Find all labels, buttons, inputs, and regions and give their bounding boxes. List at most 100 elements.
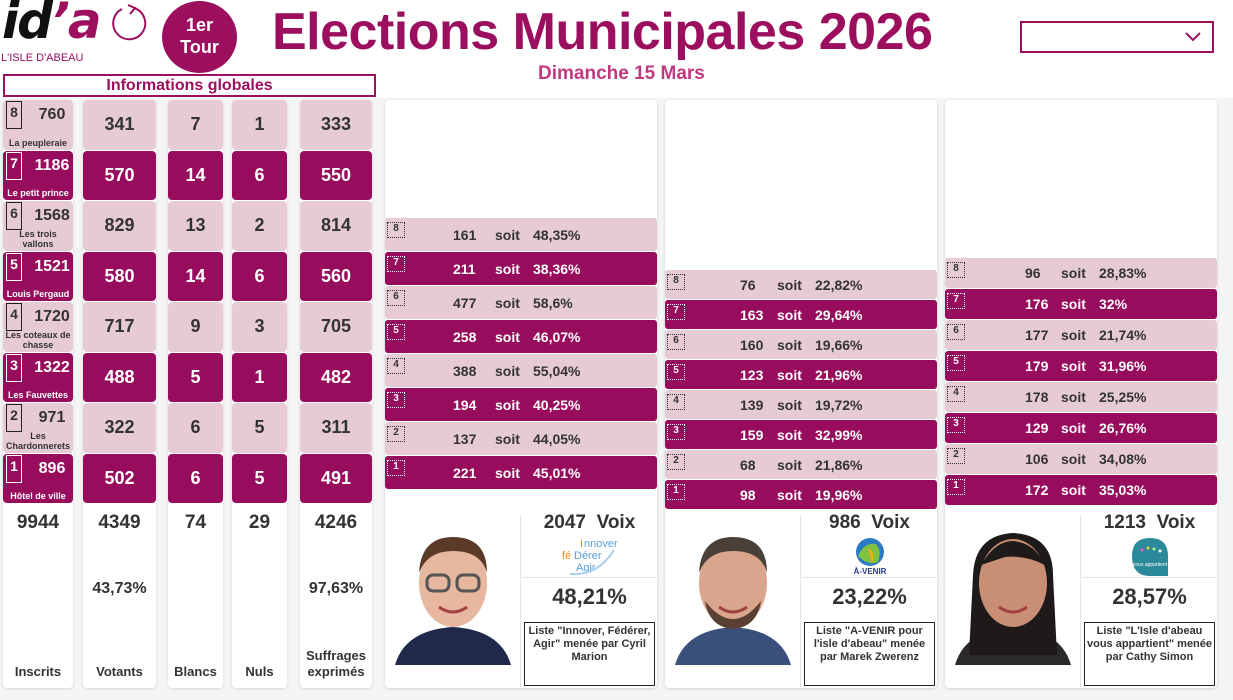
- votants-value: 341: [83, 100, 156, 150]
- bureau-number: 2: [667, 454, 685, 470]
- bureau-number: 2: [387, 426, 405, 442]
- candidate-bureau-row: 4 139 soit 19,72%: [665, 390, 937, 419]
- bureau-number: 3: [387, 392, 405, 408]
- soit-label: soit: [1061, 420, 1086, 436]
- exprimes-value: 705: [300, 302, 372, 352]
- bureau-pct: 44,05%: [533, 430, 581, 447]
- svg-text:vous appartient: vous appartient: [1132, 562, 1167, 568]
- label-exprimes: Suffrages exprimés: [300, 648, 372, 680]
- candidate-bureau-row: 6 477 soit 58,6%: [385, 286, 657, 319]
- bureau-voix: 163: [740, 306, 764, 323]
- isle-vous-appartient-logo: vous appartient: [1082, 536, 1217, 578]
- votants-value: 322: [83, 403, 156, 453]
- bureau-number: 7: [947, 293, 965, 309]
- svg-text:fé: fé: [562, 550, 571, 562]
- logo-apostrophe: ’a: [50, 0, 102, 50]
- column-nuls: 1 6 2 6 3 1 5 5 29 Nuls: [232, 100, 287, 688]
- bureau-number: 7: [387, 256, 405, 272]
- candidate-photo: [945, 515, 1081, 688]
- exprimes-value: 550: [300, 150, 372, 200]
- blancs-value: 14: [168, 251, 223, 301]
- exprimes-value: 311: [300, 403, 372, 453]
- bureau-voix: 98: [740, 486, 756, 503]
- bureau-name: Les Fauvettes: [7, 390, 69, 400]
- bureau-pct: 28,83%: [1099, 265, 1147, 281]
- bureau-number: 1: [947, 479, 965, 495]
- column-inscrits: 8 760 La peupleraie 7 1186 Le petit prince 6 15…: [3, 100, 73, 688]
- candidate-bureau-row: 3 194 soit 40,25%: [385, 388, 657, 421]
- page-title: Elections Municipales 2026: [272, 3, 933, 61]
- candidate-bureau-row: 3 159 soit 32,99%: [665, 420, 937, 449]
- logo-subtitle: L'ISLE D'ABEAU: [1, 52, 84, 64]
- bureau-cell: 8 760 La peupleraie: [3, 100, 73, 150]
- soit-label: soit: [1061, 358, 1086, 374]
- bureau-pct: 48,35%: [533, 226, 581, 243]
- total-exprimes: 4246: [314, 512, 358, 533]
- soit-label: soit: [495, 328, 520, 345]
- svg-text:I: I: [580, 538, 583, 550]
- bureau-voix: 161: [453, 226, 477, 243]
- bureau-number: 1: [6, 454, 22, 483]
- votants-value: 570: [83, 150, 156, 200]
- column-blancs: 7 14 13 14 9 5 6 6 74 Blancs: [168, 100, 223, 688]
- column-votants: 341 570 829 580 717 488 322 502 4349 43,73% Votant…: [83, 100, 156, 688]
- bureau-number: 4: [6, 303, 22, 331]
- candidate-total-voix-line: 986 Voix: [802, 512, 937, 534]
- soit-label: soit: [777, 396, 802, 413]
- total-nuls: 29: [248, 512, 271, 533]
- bureau-number: 4: [947, 386, 965, 402]
- total-votants: 4349: [98, 512, 141, 533]
- soit-label: soit: [1061, 482, 1086, 498]
- bureau-voix: 160: [740, 336, 764, 353]
- bureau-voix: 123: [740, 366, 764, 383]
- candidate-bureau-row: 2 137 soit 44,05%: [385, 422, 657, 455]
- a-venir-logo: À-VENIR: [802, 536, 937, 578]
- bureau-cell: 7 1186 Le petit prince: [3, 150, 73, 200]
- candidate-bureau-row: 1 172 soit 35,03%: [945, 475, 1217, 505]
- candidate-bureau-row: 6 160 soit 19,66%: [665, 330, 937, 359]
- bureau-voix: 179: [1025, 358, 1049, 374]
- refresh-icon[interactable]: [108, 2, 150, 44]
- exprimes-value: 814: [300, 201, 372, 251]
- bureau-pct: 40,25%: [533, 396, 581, 413]
- candidate-bureau-row: 5 179 soit 31,96%: [945, 351, 1217, 381]
- candidate-bureau-row: 5 123 soit 21,96%: [665, 360, 937, 389]
- label-line: Inscrits: [14, 664, 62, 679]
- bureau-cell: 4 1720 Les coteaux de chasse: [3, 302, 73, 352]
- bureau-name: Les coteaux de chasse: [5, 329, 71, 350]
- bureau-inscrits: 1322: [34, 358, 70, 376]
- soit-label: soit: [1061, 296, 1086, 312]
- bureau-inscrits: 1521: [34, 257, 70, 275]
- bureau-voix: 139: [740, 396, 764, 413]
- bureau-select-dropdown[interactable]: [1020, 21, 1214, 53]
- tour-line2: Tour: [180, 37, 219, 57]
- soit-label: soit: [777, 276, 802, 293]
- label-line: exprimés: [307, 664, 365, 679]
- bureau-pct: 46,07%: [533, 328, 581, 345]
- bureau-voix: 172: [1025, 482, 1049, 498]
- bureau-voix: 258: [453, 328, 477, 345]
- label-nuls: Nuls: [232, 664, 287, 680]
- bureau-pct: 34,08%: [1099, 451, 1147, 467]
- bureau-name: La peupleraie: [8, 137, 68, 148]
- soit-label: soit: [777, 306, 802, 323]
- bureau-pct: 21,74%: [1099, 327, 1147, 343]
- bureau-cell: 3 1322 Les Fauvettes: [3, 352, 73, 402]
- candidate-pct: 48,21%: [552, 584, 627, 609]
- bureau-inscrits: 1720: [34, 308, 70, 325]
- candidate-total-voix-line: 1213 Voix: [1082, 512, 1217, 534]
- bureau-number: 3: [947, 417, 965, 433]
- soit-label: soit: [1061, 451, 1086, 467]
- bureau-cell: 2 971 Les Chardonnerets: [3, 403, 73, 453]
- svg-text:nnover: nnover: [584, 538, 618, 550]
- exprimes-value: 482: [300, 352, 372, 402]
- nuls-value: 5: [232, 403, 287, 453]
- bureau-voix: 194: [453, 396, 477, 413]
- exprimes-value: 333: [300, 100, 372, 150]
- nuls-value: 1: [232, 352, 287, 402]
- bureau-pct: 22,82%: [815, 276, 863, 293]
- label-line: Suffrages: [306, 648, 366, 663]
- candidate-panel: 8 76 soit 22,82% 7 163 soit 29,64% 6 160 soit 19,66…: [665, 100, 937, 688]
- bureau-pct: 55,04%: [533, 362, 581, 379]
- nuls-value: 6: [232, 251, 287, 301]
